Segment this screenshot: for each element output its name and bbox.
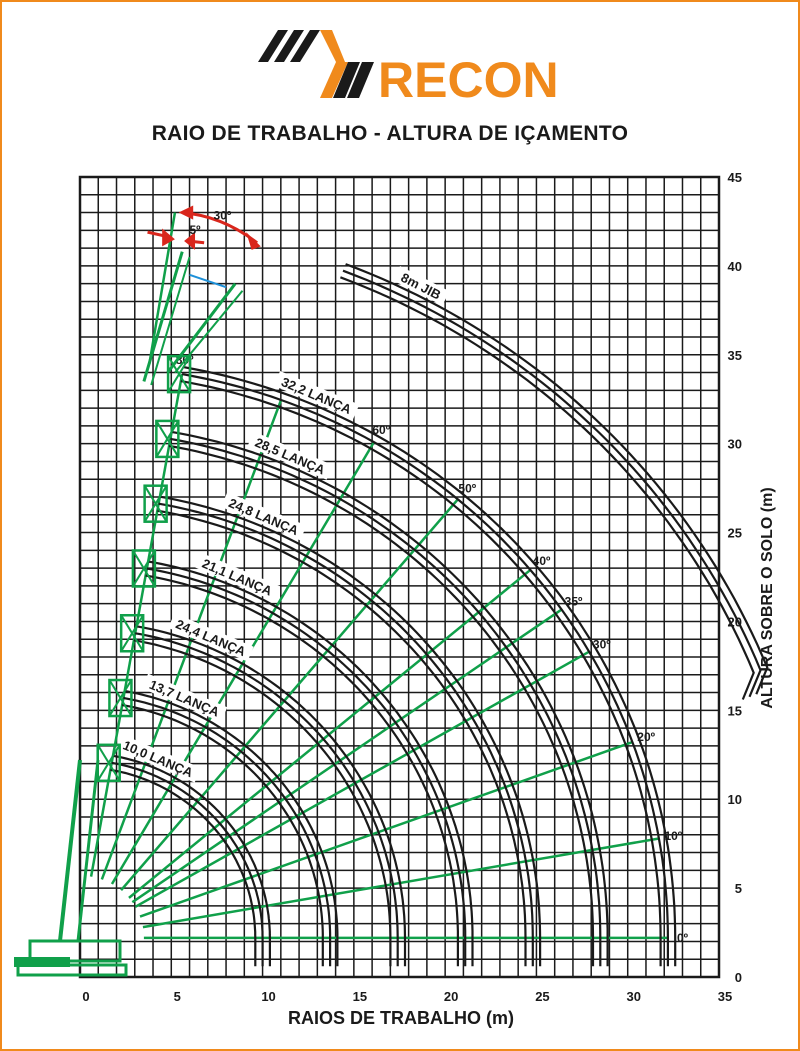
crane-body-icon [28,939,122,963]
boom-length-label-bg [221,492,307,541]
boom-angle-label: 60º [372,423,390,437]
boom-radius-curve [121,703,324,967]
x-tick-label: 25 [535,989,549,1004]
boom-length-label-bg [168,613,254,662]
arrow-head-icon [162,228,175,247]
logo-stripes-icon [258,30,374,98]
boom-head-icon [132,549,156,587]
y-tick-label: 40 [728,259,742,274]
y-tick-label: 0 [735,970,742,985]
boom-radius-curve [345,263,769,695]
boom-radius-curve [159,495,542,967]
boom-radius-curve [112,754,271,967]
boom-radius-curve [342,269,762,698]
boom-head-icon [96,743,121,783]
boom-radius-curve [145,574,459,967]
boom-radius-curve [183,366,677,967]
boom-head-icon [108,678,133,718]
jib-5deg-icon [150,256,191,386]
boom-head-icon [108,679,133,717]
boom-length-label-group: 8m JIB [392,265,450,306]
crane-mast-icon [58,759,82,942]
boom-radius-curve [168,444,595,967]
recon-logo: RECON [258,30,559,108]
boom-angle-label: 35º [565,594,583,608]
boom-angle-label: 40º [533,554,551,568]
y-tick-label: 25 [728,526,742,541]
boom-head-icon [119,614,145,653]
jib-30deg-icon [166,282,237,374]
boom-angle-label: 30º [593,638,611,652]
boom-length-label-bg [141,673,228,723]
x-tick-label: 35 [718,989,732,1004]
boom-radius-curve [340,276,755,700]
boom-radius-curve [180,380,662,967]
boom-angle-label: 10º [664,829,682,843]
boom-head-icon [143,484,168,523]
boom-length-label-bg [194,552,281,601]
arrow-head-icon [184,232,196,250]
boom-radius-curve [135,632,399,967]
x-tick-label: 30 [626,989,640,1004]
jib-offset-label: 5º [189,223,201,237]
boom-radius-curve [171,430,609,967]
jib-30deg-icon [174,290,244,374]
boom-length-label-bg [392,265,450,306]
y-tick-label: 45 [728,170,742,185]
brand-name: RECON [378,52,559,108]
y-tick-label: 30 [728,437,742,452]
boom-head-icon [131,549,157,588]
boom-head-icon [143,485,168,523]
boom-length-label-bg [273,370,360,420]
plot-frame [78,175,721,979]
y-tick-label: 5 [735,881,742,896]
boom-angle-label: 50º [458,481,476,495]
boom-radius-curve [158,502,534,967]
boom-angle-label: 0º [677,931,689,945]
boom-length-label-bg [115,734,201,783]
crane-base-icon [16,963,128,977]
boom-radius-curve [111,761,264,967]
boom-radius-curve [181,373,669,967]
crane-mast-icon [76,759,100,942]
y-tick-label: 15 [728,703,742,718]
boom-radius-curve [136,625,407,967]
boom-radius-curve [123,696,332,967]
jib-link-icon [189,273,227,289]
arrow-head-icon [246,232,261,250]
chart-title: RAIO DE TRABALHO - ALTURA DE IÇAMENTO [151,122,629,145]
x-tick-label: 0 [82,989,89,1004]
y-tick-label: 10 [728,792,742,807]
boom-radius-curve [110,768,257,967]
boom-head-icon [155,419,180,459]
boom-radius-curve [170,437,602,967]
boom-head-icon [120,614,145,652]
boom-length-label-bg [247,431,333,480]
x-axis-label: RAIOS DE TRABALHO (m) [288,1008,514,1028]
arrow-head-icon [178,205,194,220]
boom-angle-label: 20º [637,730,655,744]
x-tick-label: 5 [174,989,181,1004]
boom-radius-curve [133,639,392,967]
boom-radius-curve [124,689,339,967]
y-tick-label: 35 [728,348,742,363]
boom-head-icon [96,744,121,782]
boom-head-icon [155,420,180,458]
boom-radius-curve [146,567,467,967]
jib-offset-label: 30º [214,209,232,223]
x-tick-label: 15 [353,989,367,1004]
boom-head-icon [167,355,191,393]
boom-radius-curve [148,560,474,967]
boom-radius-curve [157,509,527,967]
x-tick-label: 20 [444,989,458,1004]
x-tick-label: 10 [261,989,275,1004]
